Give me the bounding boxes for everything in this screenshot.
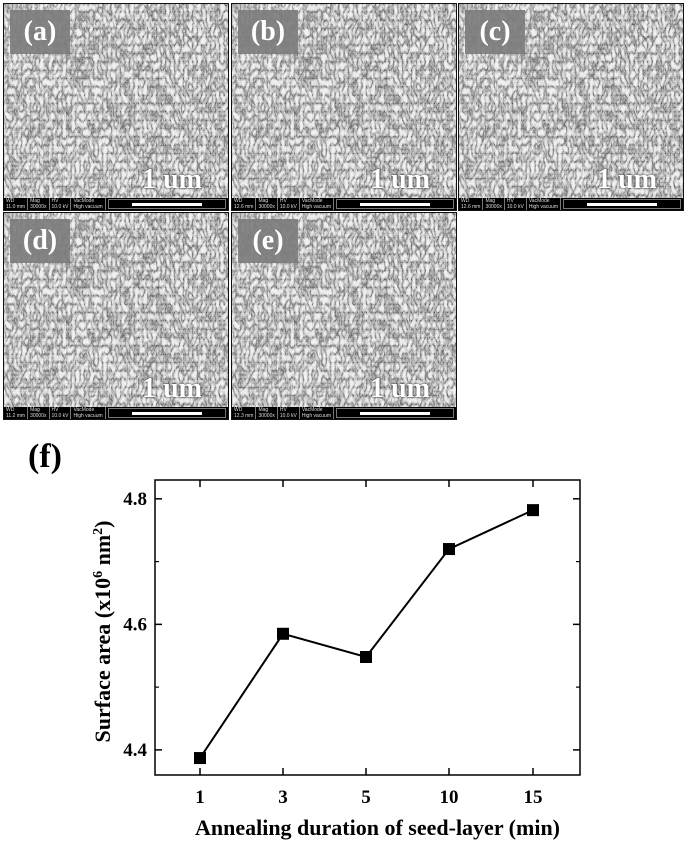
data-point-5: [360, 651, 372, 663]
info-hv: HV 10.0 kV: [50, 407, 72, 419]
sem-micrograph: [459, 4, 683, 200]
y-tick-label: 4.4: [123, 740, 147, 761]
info-wd: WD 11.2 mm: [4, 407, 29, 419]
panel-label: (d): [10, 219, 70, 263]
y-axis-title-part: nm: [90, 535, 115, 571]
data-point-15: [527, 504, 539, 517]
sem-info-bar: WD 11.0 mm Mag 30000x HV 10.0 kV VacMode High v…: [4, 198, 228, 210]
plot-frame: [154, 479, 581, 776]
x-tick-label: 3: [278, 787, 288, 808]
info-mag: Mag 30000x: [28, 198, 50, 210]
info-hv: HV 10.0 kV: [278, 198, 300, 210]
y-tick-label: 4.6: [123, 614, 147, 635]
scale-bar: [587, 203, 657, 206]
info-hv: HV 10.0 kV: [278, 407, 300, 419]
sem-info-bar: WD 12.6 mm Mag 30000x HV 10.0 kV VacMode High v…: [232, 198, 456, 210]
info-wd: WD 12.6 mm: [459, 198, 484, 210]
scale-bar-label: 1 um: [142, 164, 202, 195]
scale-bar-label: 1 um: [142, 373, 202, 404]
sem-info-bar: WD 12.6 mm Mag 30000x HV 10.0 kV VacMode High v…: [459, 198, 683, 210]
y-axis-title-part: Surface area (x10: [90, 578, 115, 743]
sem-panel-b: (b) 1 um WD 12.6 mm Mag 30000x HV 10.0 kV VacMod…: [231, 3, 457, 211]
info-mag: Mag 30000x: [256, 407, 278, 419]
x-tick-label: 15: [524, 787, 543, 808]
sem-info-bar: WD 11.2 mm Mag 30000x HV 10.0 kV VacMode High v…: [4, 407, 228, 419]
sem-info-bar: WD 12.3 mm Mag 30000x HV 10.0 kV VacMode High v…: [232, 407, 456, 419]
x-axis-title: Annealing duration of seed-layer (min): [195, 815, 560, 840]
sem-panel-a: (a) 1 um WD 11.0 mm Mag 30000x HV 10.0 kV VacMod…: [3, 3, 229, 211]
scale-bar-label: 1 um: [370, 164, 430, 195]
info-wd: WD 12.3 mm: [232, 407, 257, 419]
scale-bar-box: [563, 199, 681, 209]
scale-bar: [360, 203, 430, 206]
scale-bar-box: [336, 199, 454, 209]
info-vac: VacMode High vacuum: [300, 407, 335, 419]
scale-bar-label: 1 um: [370, 373, 430, 404]
x-tick-label: 10: [440, 787, 459, 808]
info-mag: Mag 30000x: [483, 198, 505, 210]
scale-bar-box: [336, 408, 454, 418]
info-vac: VacMode High vacuum: [527, 198, 562, 210]
info-mag: Mag 30000x: [256, 198, 278, 210]
info-wd: WD 12.6 mm: [232, 198, 257, 210]
data-point-1: [194, 752, 206, 765]
info-mag: Mag 30000x: [28, 407, 50, 419]
info-vac: VacMode High vacuum: [71, 198, 106, 210]
info-wd: WD 11.0 mm: [4, 198, 29, 210]
figure-f-label: (f): [28, 438, 62, 475]
scale-bar: [131, 203, 202, 206]
info-vac: VacMode High vacuum: [71, 407, 106, 419]
info-hv: HV 10.0 kV: [50, 198, 72, 210]
scale-bar: [360, 412, 430, 415]
data-point-10: [443, 543, 455, 556]
scale-bar-box: [107, 408, 226, 418]
surface-area-chart: 4.4 4.6 4.8 1 3 5 10 15 Annealing duration of se…: [90, 479, 581, 840]
scale-bar-box: [107, 199, 226, 209]
panel-label: (a): [10, 10, 70, 54]
y-axis-title-superscript: 2: [91, 528, 106, 535]
y-tick-label: 4.8: [123, 489, 147, 510]
sem-panel-c: (c) 1 um WD 12.6 mm Mag 30000x HV 10.0 kV VacMod…: [458, 3, 684, 211]
info-hv: HV 10.0 kV: [505, 198, 527, 210]
x-tick-label: 5: [361, 787, 371, 808]
panel-label: (c): [465, 10, 525, 54]
y-axis-title: Surface area (x106 nm2): [90, 521, 115, 743]
info-vac: VacMode High vacuum: [300, 198, 335, 210]
scale-bar-label: 1 um: [597, 164, 657, 195]
panel-label: (e): [238, 219, 298, 263]
x-tick-label: 1: [195, 787, 205, 808]
series-line: [199, 509, 534, 759]
scale-bar: [131, 412, 202, 415]
y-axis-title-superscript: 6: [91, 571, 106, 578]
sem-panel-e: (e) 1 um WD 12.3 mm Mag 30000x HV 10.0 kV VacMod…: [231, 212, 457, 420]
sem-panel-d: (d) 1 um WD 11.2 mm Mag 30000x HV 10.0 kV VacMod…: [3, 212, 229, 420]
data-point-3: [277, 627, 289, 640]
panel-label: (b): [238, 10, 298, 54]
y-axis-title-part: ): [90, 521, 115, 528]
